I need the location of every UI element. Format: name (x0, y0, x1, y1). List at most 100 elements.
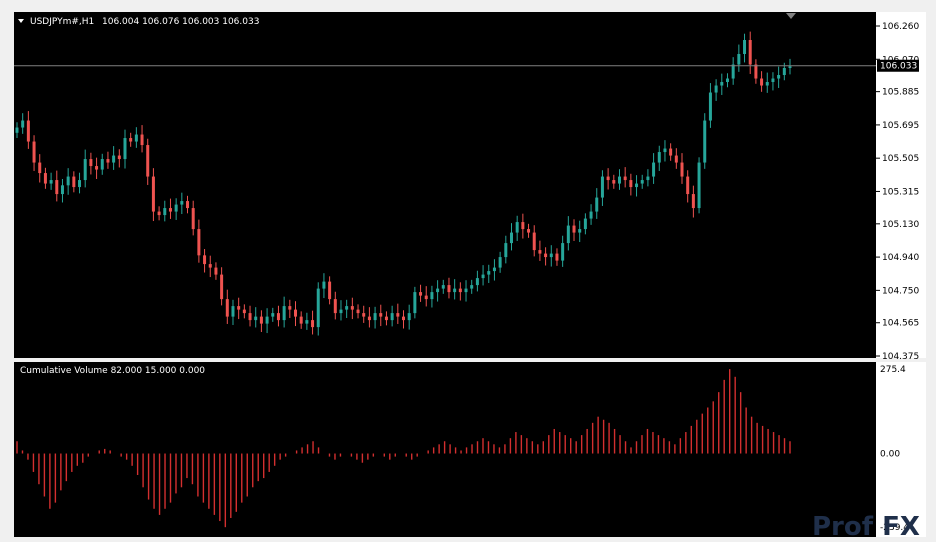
candle-body (589, 211, 593, 219)
indicator-title: Cumulative Volume 82.000 15.000 0.000 (20, 366, 205, 376)
candle-body (583, 218, 587, 230)
scroll-marker-triangle-icon[interactable] (786, 13, 796, 19)
candle-body (777, 75, 781, 79)
candle-body (231, 306, 235, 317)
candle-body (527, 229, 531, 233)
candle-body (663, 148, 667, 153)
candle-body (288, 306, 292, 310)
candle-body (265, 316, 269, 324)
candle-body (691, 194, 695, 209)
candle-body (703, 120, 707, 163)
candle-body (123, 138, 127, 160)
price-tick-label: 104.565 (882, 319, 919, 329)
candle-body (26, 120, 30, 142)
price-tick-label: 105.130 (882, 220, 919, 230)
candle-body (106, 159, 110, 163)
candle-body (134, 134, 138, 142)
candle-body (333, 299, 337, 314)
candle-body (447, 285, 451, 293)
current-price-tag-bg (877, 59, 919, 72)
candle-body (66, 176, 70, 186)
candle-body (731, 64, 735, 79)
candle-body (629, 180, 633, 188)
candle-body (180, 201, 184, 205)
candle-body (191, 208, 195, 230)
candle-body (237, 306, 241, 310)
candle-body (163, 208, 167, 216)
price-tick-label: 105.695 (882, 121, 919, 131)
indicator-axis-panel (876, 362, 926, 537)
candle-body (174, 204, 178, 212)
candle-body (362, 313, 366, 317)
candle-body (379, 313, 383, 317)
candle-body (754, 64, 758, 79)
candle-body (680, 162, 684, 177)
candle-body (600, 176, 604, 198)
candle-body (21, 120, 25, 128)
candle-body (424, 295, 428, 300)
candle-body (657, 152, 661, 163)
candle-body (725, 78, 729, 83)
candle-body (95, 166, 99, 170)
candle-body (572, 225, 576, 233)
candle-body (419, 292, 423, 296)
candle-body (328, 281, 332, 300)
candle-body (367, 316, 371, 321)
candle-body (498, 257, 502, 268)
symbol-label: USDJPYm#,H1 (30, 17, 94, 27)
candle-body (521, 222, 525, 230)
candle-body (765, 82, 769, 86)
candle-body (674, 155, 678, 163)
candle-body (242, 309, 246, 314)
candle-body (441, 285, 445, 289)
candle-body (129, 138, 133, 142)
candle-body (225, 299, 229, 317)
candle-body (760, 78, 764, 86)
candle-body (640, 180, 644, 184)
candle-body (737, 54, 741, 65)
candle-body (271, 313, 275, 317)
candlestick-series (15, 31, 792, 336)
candle-body (669, 148, 673, 156)
candle-body (595, 197, 599, 212)
candle-body (49, 180, 53, 184)
candle-body (509, 232, 513, 244)
candle-body (197, 229, 201, 256)
candle-body (748, 40, 752, 65)
price-tick-label: 105.505 (882, 154, 919, 164)
price-tick-label: 104.750 (882, 286, 919, 296)
candle-body (157, 211, 161, 216)
watermark: Prof FX (812, 512, 920, 542)
candle-body (396, 313, 400, 317)
candle-body (55, 180, 59, 195)
candle-body (771, 78, 775, 83)
candle-body (402, 316, 405, 321)
candle-body (117, 155, 121, 160)
candle-body (151, 176, 155, 212)
candle-body (276, 313, 280, 321)
candle-body (140, 134, 144, 146)
candle-body (78, 180, 82, 188)
candle-body (714, 85, 718, 93)
candle-body (606, 176, 610, 181)
candle-body (430, 292, 434, 300)
candle-body (652, 162, 656, 177)
candle-body (339, 309, 343, 314)
candle-body (259, 316, 263, 324)
candle-body (390, 313, 394, 321)
candle-body (316, 288, 320, 328)
candle-body (566, 225, 570, 244)
price-tick-label: 105.315 (882, 187, 919, 197)
volume-series (16, 369, 791, 528)
main-panel[interactable] (14, 12, 876, 358)
indicator-tick-label: 0.00 (880, 450, 900, 460)
candle-body (248, 313, 252, 321)
candle-body (407, 313, 411, 321)
candle-body (305, 320, 309, 324)
candle-body (322, 281, 326, 289)
candle-body (168, 208, 172, 212)
candle-body (384, 316, 388, 321)
chart-menu-triangle-icon[interactable] (18, 19, 24, 23)
candle-body (356, 309, 360, 314)
